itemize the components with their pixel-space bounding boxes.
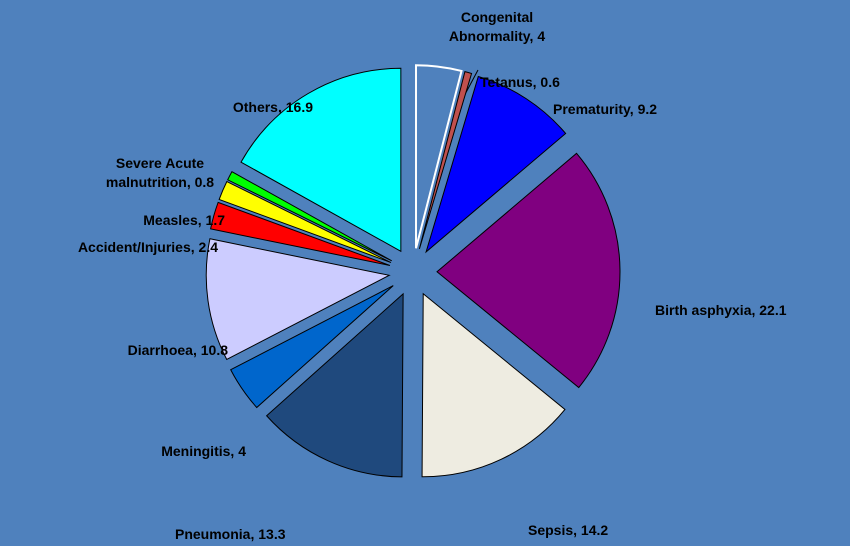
category-name: Diarrhoea: [127, 342, 193, 358]
value-label: 22.1: [759, 302, 787, 318]
value-label: 4: [238, 443, 246, 459]
slice-label: Pneumonia, 13.3: [175, 526, 286, 542]
value-label: 1.7: [205, 212, 225, 228]
pie-slice: [240, 67, 402, 253]
category-name: Congenital Abnormality: [448, 9, 534, 44]
value-label: 0.6: [540, 74, 560, 90]
value-label: 0.8: [194, 174, 215, 190]
value-label: 14.2: [580, 522, 609, 538]
slice-label: Diarrhoea, 10.8: [127, 342, 228, 358]
value-label: 4: [537, 28, 546, 44]
slice-label: Prematurity, 9.2: [553, 101, 658, 117]
slice-label: Sepsis, 14.2: [528, 522, 609, 538]
category-name: Sepsis: [528, 522, 574, 538]
slice-label: Severe Acute malnutrition, 0.8: [105, 155, 215, 190]
category-name: Accident/Injuries: [77, 239, 191, 255]
slice-label: Meningitis, 4: [161, 443, 246, 459]
pie-slice: [230, 285, 394, 409]
pie-slice: [415, 64, 463, 249]
value-label: 9.2: [637, 101, 658, 117]
pie-slice: [265, 292, 404, 478]
pie-slice: [421, 292, 566, 478]
pie-slice: [418, 71, 473, 250]
category-name: Pneumonia: [175, 526, 251, 542]
category-name: Meningitis: [161, 443, 231, 459]
category-name: Others: [232, 99, 278, 115]
pie-slice: [218, 180, 392, 264]
slice-label: Measles, 1.7: [143, 212, 225, 228]
category-name: Tetanus: [480, 74, 533, 90]
slice-label: Accident/Injuries, 2.4: [77, 239, 218, 255]
category-name: Measles: [143, 212, 198, 228]
slice-label: Birth asphyxia, 22.1: [655, 302, 787, 318]
category-name: Severe Acute malnutrition: [105, 155, 205, 190]
pie-slice: [210, 201, 391, 266]
pie-slice: [425, 75, 567, 254]
category-name: Birth asphyxia: [655, 302, 752, 318]
pie-slice: [436, 152, 621, 389]
value-label: 16.9: [285, 99, 313, 115]
pie-slice: [205, 238, 391, 361]
value-label: 13.3: [258, 526, 286, 542]
slice-label: Others, 16.9: [232, 99, 313, 115]
value-label: 10.8: [200, 342, 228, 358]
slice-label: Tetanus, 0.6: [480, 74, 560, 90]
value-label: 2.4: [198, 239, 218, 255]
slice-label: Congenital Abnormality, 4: [448, 9, 546, 44]
pie-slice: [226, 170, 392, 262]
category-name: Prematurity: [553, 101, 630, 117]
